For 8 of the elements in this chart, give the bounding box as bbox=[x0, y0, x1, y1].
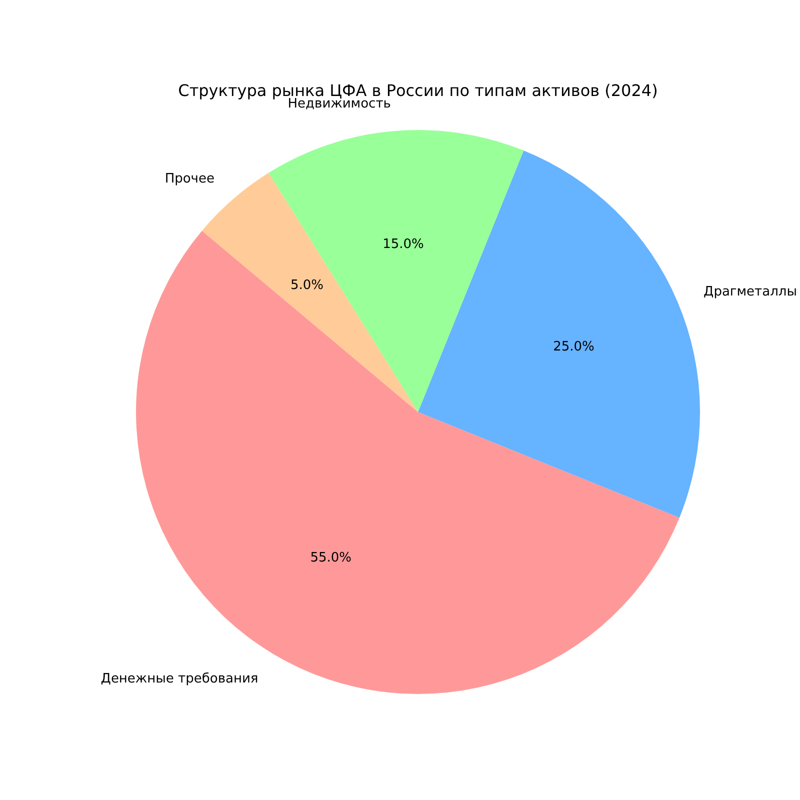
data-label: 5.0% bbox=[290, 278, 324, 293]
data-label: 55.0% bbox=[310, 550, 352, 566]
slice-label: Денежные требования bbox=[100, 671, 258, 686]
pie-slice bbox=[268, 130, 524, 412]
slice-label: Драгметаллы bbox=[704, 284, 797, 300]
data-label: 15.0% bbox=[382, 236, 424, 252]
data-label: 25.0% bbox=[553, 339, 594, 354]
slice-label: Прочее bbox=[164, 171, 214, 186]
